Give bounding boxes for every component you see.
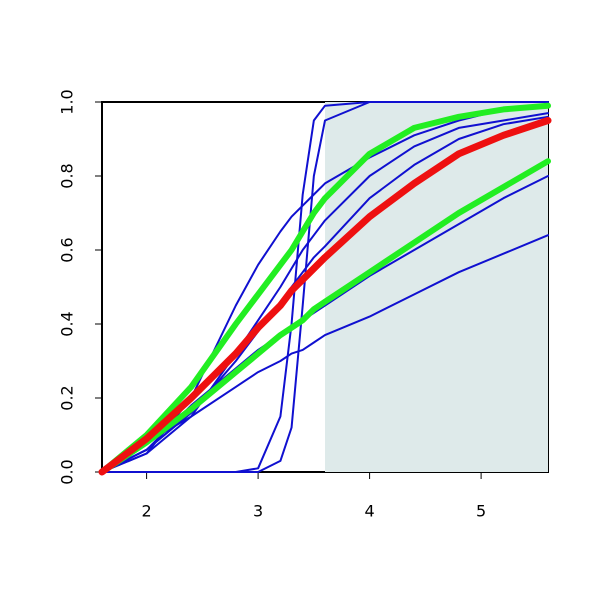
x-tick-label: 3: [253, 502, 263, 521]
x-tick-label: 5: [476, 502, 486, 521]
x-tick-label: 2: [142, 502, 152, 521]
y-tick-label: 0.4: [58, 311, 77, 336]
y-tick-label: 1.0: [58, 89, 77, 114]
series-line: [101, 234, 549, 473]
series-line: [99, 158, 551, 475]
y-tick-label: 0.8: [58, 163, 77, 188]
y-tick-label: 0.6: [58, 237, 77, 262]
y-tick-label: 0.0: [58, 459, 77, 484]
series-line: [99, 102, 551, 475]
x-tick-label: 4: [365, 502, 375, 521]
series-line: [101, 101, 549, 473]
shaded-region: [325, 102, 548, 472]
series-line: [98, 117, 552, 476]
y-tick-label: 0.2: [58, 385, 77, 410]
